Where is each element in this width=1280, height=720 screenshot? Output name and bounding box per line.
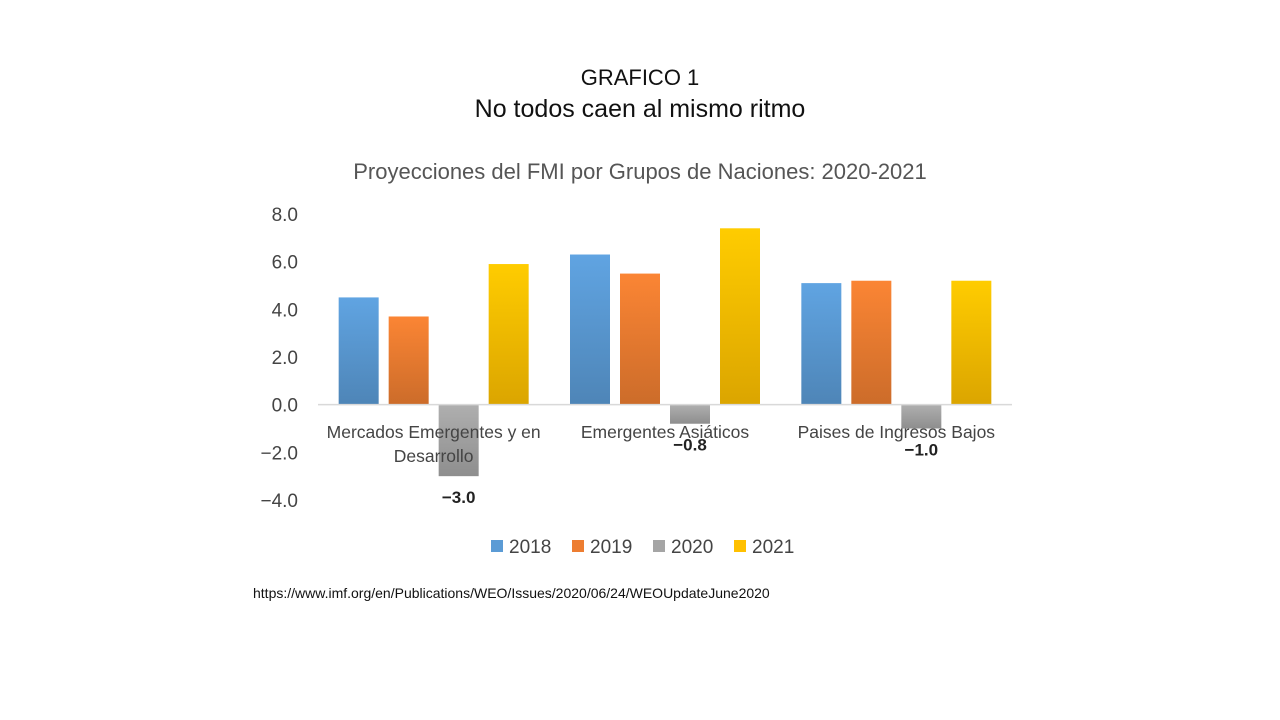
data-label: −1.0 [905,441,939,460]
legend-label: 2019 [590,537,632,558]
y-tick-label: 0.0 [272,396,298,417]
bar-2019-2 [851,280,892,405]
chart-title: Proyecciones del FMI por Grupos de Nacio… [353,159,927,184]
legend-swatch-2021 [734,540,746,552]
bar-2018-2 [801,283,842,405]
y-tick-label: 2.0 [272,348,298,369]
bars [338,228,992,477]
legend-label: 2021 [752,537,794,558]
legend-swatch-2020 [653,540,665,552]
y-tick-label: 6.0 [272,253,298,274]
category-labels: Mercados Emergentes y en Desarrollo Emerge… [327,422,996,466]
slide-subtitle: No todos caen al mismo ritmo [474,95,806,123]
bar-2020-0 [438,404,479,477]
bar-2019-0 [388,316,429,405]
legend-label: 2018 [509,537,551,558]
y-tick-label: 4.0 [272,300,298,321]
data-label: −3.0 [442,488,476,507]
bar-2020-1 [670,404,710,424]
y-axis: 8.0 6.0 4.0 2.0 0.0 −2.0 −4.0 [260,205,298,512]
bar-2021-0 [488,264,529,405]
legend: 2018 2019 2020 2021 [491,537,794,558]
bar-2021-1 [720,228,760,405]
slide-title: GRAFICO 1 [580,65,700,90]
category-label: Desarrollo [394,446,474,466]
legend-label: 2020 [671,537,713,558]
category-label: Paises de Ingresos Bajos [798,422,996,442]
bar-2018-0 [338,297,379,405]
category-label: Emergentes Asiáticos [581,422,750,442]
bar-2020-2 [901,404,942,429]
bar-2021-2 [951,280,992,405]
data-labels: −3.0 −0.8 −1.0 [442,436,938,507]
bar-2019-1 [620,273,660,405]
y-tick-label: 8.0 [272,205,298,226]
data-label: −0.8 [673,436,707,455]
legend-swatch-2019 [572,540,584,552]
y-tick-label: −2.0 [260,443,298,464]
category-label: Mercados Emergentes y en [327,422,541,442]
legend-swatch-2018 [491,540,503,552]
y-tick-label: −4.0 [260,491,298,512]
bar-2018-1 [570,254,610,405]
source-url: https://www.imf.org/en/Publications/WEO/… [253,585,770,601]
